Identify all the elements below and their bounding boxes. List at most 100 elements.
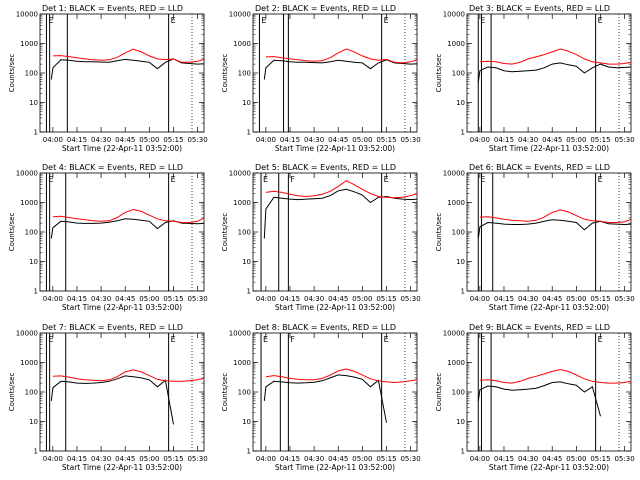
events-series-line xyxy=(263,374,387,423)
y-tick-label: 100 xyxy=(238,389,251,397)
marker-tag: E xyxy=(384,335,389,344)
lld-series-line xyxy=(52,208,205,223)
x-tick-label: 04:30 xyxy=(518,455,538,463)
plot-frame xyxy=(252,172,418,292)
x-tick-label: 04:00 xyxy=(256,295,276,303)
x-tick-label: 04:45 xyxy=(542,295,562,303)
marker-tag: E xyxy=(171,335,176,344)
plot-frame xyxy=(39,172,205,292)
y-axis-label: Counts/sec xyxy=(221,373,229,412)
x-tick-label: 04:30 xyxy=(91,136,111,144)
y-tick-label: 1000 xyxy=(20,199,38,207)
x-tick-label: 05:30 xyxy=(187,295,207,303)
y-tick-label: 10 xyxy=(456,418,465,426)
x-tick-label: 05:15 xyxy=(590,295,610,303)
x-axis-label: Start Time (22-Apr-11 03:52:00) xyxy=(62,463,182,472)
x-tick-label: 04:15 xyxy=(67,455,87,463)
panel-title: Det 2: BLACK = Events, RED = LLD xyxy=(255,4,396,13)
x-tick-label: 04:45 xyxy=(328,295,348,303)
y-tick-label: 10000 xyxy=(16,170,38,178)
x-tick-label: 04:30 xyxy=(91,295,111,303)
x-tick-label: 05:00 xyxy=(139,136,159,144)
y-axis-label: Counts/sec xyxy=(221,213,229,252)
x-tick-label: 05:00 xyxy=(566,455,586,463)
x-tick-label: 04:45 xyxy=(328,455,348,463)
y-tick-label: 100 xyxy=(25,389,38,397)
x-tick-label: 05:15 xyxy=(590,136,610,144)
x-tick-label: 05:30 xyxy=(614,455,634,463)
y-tick-label: 1000 xyxy=(447,40,465,48)
x-tick-label: 04:45 xyxy=(115,136,135,144)
y-tick-label: 1000 xyxy=(20,359,38,367)
panel-title: Det 1: BLACK = Events, RED = LLD xyxy=(42,4,183,13)
panel-title: Det 6: BLACK = Events, RED = LLD xyxy=(469,163,610,172)
x-axis-label: Start Time (22-Apr-11 03:52:00) xyxy=(489,463,609,472)
events-series-line xyxy=(50,375,174,425)
x-tick-label: 05:00 xyxy=(566,136,586,144)
lld-series-line xyxy=(52,369,205,382)
x-tick-label: 04:00 xyxy=(470,455,490,463)
y-tick-label: 100 xyxy=(25,70,38,78)
marker-tag: E xyxy=(48,335,53,344)
marker-tag: E xyxy=(263,175,268,184)
x-tick-label: 05:15 xyxy=(376,295,396,303)
lld-series-line xyxy=(479,209,632,223)
y-axis-label: Counts/sec xyxy=(435,54,443,93)
panel-det-9: Det 9: BLACK = Events, RED = LLD 1 10 100 10… xyxy=(435,323,635,472)
x-tick-label: 04:45 xyxy=(542,455,562,463)
lld-series-line xyxy=(265,180,418,199)
lld-series-line xyxy=(479,368,632,384)
y-tick-label: 1 xyxy=(34,448,38,456)
x-tick-label: 04:00 xyxy=(43,455,63,463)
marker-tag: E xyxy=(480,16,485,25)
x-tick-label: 05:00 xyxy=(139,295,159,303)
plot-frame xyxy=(39,332,205,452)
x-tick-label: 04:30 xyxy=(91,455,111,463)
x-axis-label: Start Time (22-Apr-11 03:52:00) xyxy=(275,463,395,472)
x-axis-label: Start Time (22-Apr-11 03:52:00) xyxy=(489,303,609,312)
x-tick-label: 04:45 xyxy=(328,136,348,144)
x-tick-label: 05:30 xyxy=(400,295,420,303)
x-tick-label: 04:15 xyxy=(280,136,300,144)
y-tick-label: 1000 xyxy=(233,359,251,367)
y-tick-label: 10000 xyxy=(443,330,465,338)
x-tick-label: 05:15 xyxy=(376,455,396,463)
panel-det-1: Det 1: BLACK = Events, RED = LLD 1 10 100 10… xyxy=(8,4,208,153)
x-tick-label: 05:15 xyxy=(163,136,183,144)
marker-tag: E xyxy=(48,175,53,184)
y-tick-label: 100 xyxy=(452,70,465,78)
y-tick-label: 10000 xyxy=(443,11,465,19)
plot-frame xyxy=(252,332,418,452)
lld-series-line xyxy=(265,368,418,384)
x-tick-label: 05:15 xyxy=(590,455,610,463)
y-tick-label: 1000 xyxy=(447,359,465,367)
x-tick-label: 05:30 xyxy=(400,455,420,463)
y-tick-label: 1 xyxy=(247,448,251,456)
x-tick-label: 04:15 xyxy=(67,136,87,144)
x-tick-label: 05:30 xyxy=(187,136,207,144)
x-tick-label: 04:15 xyxy=(494,455,514,463)
y-tick-label: 10000 xyxy=(16,11,38,19)
y-tick-label: 1000 xyxy=(20,40,38,48)
x-tick-label: 04:30 xyxy=(304,455,324,463)
y-tick-label: 100 xyxy=(238,229,251,237)
x-tick-label: 04:00 xyxy=(43,295,63,303)
lld-series-line xyxy=(265,48,418,64)
events-series-line xyxy=(477,381,601,417)
marker-tag: E xyxy=(480,335,485,344)
plot-frame xyxy=(39,13,205,133)
y-tick-label: 10 xyxy=(456,99,465,107)
x-tick-label: 04:30 xyxy=(304,136,324,144)
x-tick-label: 05:00 xyxy=(352,136,372,144)
marker-tag: F xyxy=(290,335,295,344)
events-series-line xyxy=(263,59,418,80)
y-tick-label: 10000 xyxy=(229,11,251,19)
x-axis-label: Start Time (22-Apr-11 03:52:00) xyxy=(275,144,395,153)
marker-tag: E xyxy=(598,335,603,344)
x-tick-label: 05:00 xyxy=(139,455,159,463)
events-series-line xyxy=(263,188,418,239)
x-tick-label: 04:30 xyxy=(518,136,538,144)
y-tick-label: 100 xyxy=(238,70,251,78)
x-axis-label: Start Time (22-Apr-11 03:52:00) xyxy=(275,303,395,312)
y-tick-label: 10000 xyxy=(229,170,251,178)
